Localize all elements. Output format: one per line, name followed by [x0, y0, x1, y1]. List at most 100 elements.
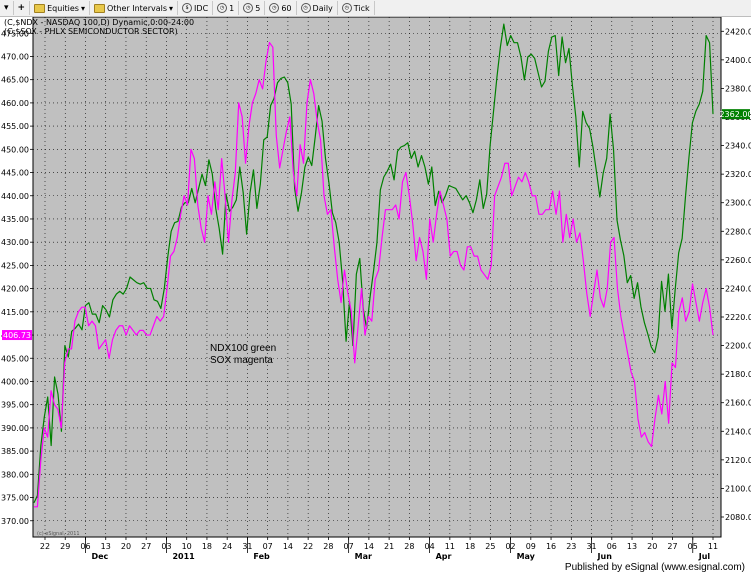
- month-label: Jun: [597, 552, 613, 561]
- x-tick-label: 20: [647, 542, 657, 551]
- circle-icon: ◷: [217, 3, 228, 13]
- month-label: Mar: [355, 552, 372, 561]
- x-tick-label: 22: [40, 542, 50, 551]
- right-tick-label: 2080.00: [725, 513, 751, 522]
- right-tick-label: 2380.00: [725, 84, 751, 93]
- right-tick-label: 2200.00: [725, 342, 751, 351]
- series-lines: [33, 23, 714, 508]
- x-tick-label: 23: [566, 542, 576, 551]
- month-label: Feb: [253, 552, 270, 561]
- footer-text: Published by eSignal (www.esignal.com): [564, 562, 745, 573]
- right-tick-label: 2260.00: [725, 256, 751, 265]
- x-tick-label: 21: [384, 542, 394, 551]
- left-last-value: 406.73: [3, 331, 31, 340]
- x-tick-label: 10: [182, 542, 192, 551]
- equities-menu[interactable]: Equities ▾: [30, 1, 90, 15]
- x-tick-label: 25: [485, 542, 495, 551]
- plus-icon: +: [17, 3, 26, 13]
- right-tick-label: 2400.00: [725, 56, 751, 65]
- equities-label: Equities: [47, 3, 79, 13]
- grid: [33, 17, 721, 537]
- left-tick-label: 425.00: [1, 261, 29, 270]
- month-labels: Dec 2011 Feb Mar Apr May Jun Jul: [85, 537, 710, 561]
- plot-area: [32, 17, 722, 538]
- x-axis: 22 29 06 13 20 27 03 10 18 24 31 07 14 22 28 07 14 21 28 04…: [40, 537, 718, 551]
- left-tick-label: 370.00: [1, 517, 29, 526]
- interval-label: 60: [281, 3, 292, 13]
- left-tick-label: 400.00: [1, 377, 29, 386]
- left-tick-label: 475.00: [1, 29, 29, 38]
- interval-daily-button[interactable]: ◷ Daily: [297, 1, 338, 15]
- left-tick-label: 405.00: [1, 354, 29, 363]
- interval-1-button[interactable]: ◷ 1: [213, 1, 240, 15]
- interval-5-button[interactable]: ◷ 5: [239, 1, 266, 15]
- interval-label: Daily: [312, 3, 333, 13]
- left-tick-label: 460.00: [1, 99, 29, 108]
- price-chart[interactable]: 22 29 06 13 20 27 03 10 18 24 31 07 14 22 28 07 14 21 28 04…: [0, 17, 751, 561]
- right-tick-label: 2140.00: [725, 427, 751, 436]
- right-tick-label: 2220.00: [725, 313, 751, 322]
- x-tick-label: 07: [263, 542, 273, 551]
- folder-icon: [93, 3, 105, 13]
- interval-60-button[interactable]: ◷ 60: [265, 1, 297, 15]
- x-tick-label: 11: [445, 542, 455, 551]
- circle-icon: ◷: [341, 3, 352, 13]
- toolbar-menu[interactable]: ▾: [0, 1, 14, 15]
- other-intervals-menu[interactable]: Other Intervals ▾: [90, 1, 179, 15]
- left-tick-label: 415.00: [1, 308, 29, 317]
- x-tick-label: 11: [708, 542, 718, 551]
- right-tick-label: 2280.00: [725, 227, 751, 236]
- interval-label: 1: [229, 3, 235, 13]
- ndx-series-line: [33, 23, 714, 503]
- left-tick-label: 390.00: [1, 424, 29, 433]
- x-tick-label: 09: [526, 542, 536, 551]
- x-tick-label: 24: [222, 542, 232, 551]
- circle-icon: $: [182, 3, 193, 13]
- x-tick-label: 22: [303, 542, 313, 551]
- chevron-down-icon: ▾: [4, 3, 9, 13]
- right-tick-label: 2300.00: [725, 199, 751, 208]
- left-axis: 370.00 375.00 380.00 385.00 390.00 395.00 400.…: [1, 29, 33, 526]
- right-last-value: 2362.00: [719, 110, 751, 119]
- symbol-line-sox: (C,$SOX - PHLX SEMICONDUCTOR SECTOR): [4, 27, 178, 36]
- right-tick-label: 2180.00: [725, 370, 751, 379]
- x-tick-label: 27: [667, 542, 677, 551]
- left-tick-label: 380.00: [1, 470, 29, 479]
- left-tick-label: 455.00: [1, 122, 29, 131]
- left-tick-label: 420.00: [1, 285, 29, 294]
- x-tick-label: 20: [121, 542, 131, 551]
- x-tick-label: 29: [60, 542, 70, 551]
- interval-idc-button[interactable]: $ IDC: [178, 1, 214, 15]
- x-tick-label: 13: [101, 542, 111, 551]
- interval-label: 5: [255, 3, 261, 13]
- month-label: Dec: [91, 552, 108, 561]
- left-tick-label: 470.00: [1, 52, 29, 61]
- month-label: Apr: [436, 552, 452, 561]
- right-tick-label: 2120.00: [725, 456, 751, 465]
- x-tick-label: 28: [323, 542, 333, 551]
- left-tick-label: 435.00: [1, 215, 29, 224]
- right-last-value-badge: 2362.00: [719, 109, 751, 120]
- left-tick-label: 445.00: [1, 169, 29, 178]
- right-tick-label: 2320.00: [725, 170, 751, 179]
- month-label: 2011: [172, 552, 195, 561]
- circle-icon: ◷: [269, 3, 280, 13]
- x-tick-label: 18: [202, 542, 212, 551]
- folder-icon: [34, 3, 46, 13]
- x-tick-label: 06: [607, 542, 617, 551]
- chevron-down-icon: ▾: [80, 3, 85, 13]
- x-tick-label: 27: [141, 542, 151, 551]
- right-tick-label: 2100.00: [725, 484, 751, 493]
- footer: Published by eSignal (www.esignal.com): [0, 561, 751, 575]
- right-tick-label: 2340.00: [725, 142, 751, 151]
- x-tick-label: 18: [465, 542, 475, 551]
- add-button[interactable]: +: [14, 1, 31, 15]
- interval-tick-button[interactable]: ◷ Tick: [338, 1, 375, 15]
- x-tick-label: 14: [364, 542, 374, 551]
- left-tick-label: 375.00: [1, 494, 29, 503]
- left-tick-label: 450.00: [1, 145, 29, 154]
- circle-icon: ◷: [300, 3, 311, 13]
- interval-label: Tick: [353, 3, 370, 13]
- right-tick-label: 2420.00: [725, 27, 751, 36]
- left-tick-label: 440.00: [1, 192, 29, 201]
